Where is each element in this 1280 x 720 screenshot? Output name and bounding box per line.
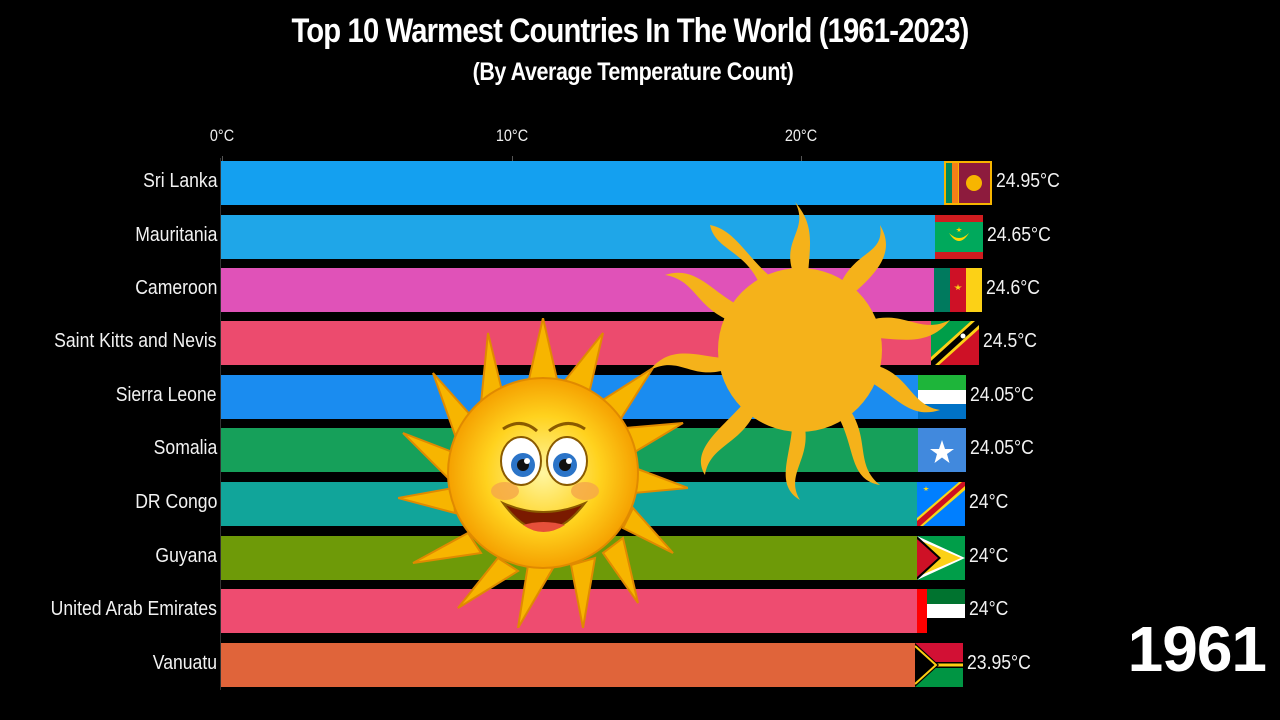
bar-row: Sierra Leone 24.05°C <box>0 375 1280 419</box>
bar-row: Somalia 24.05°C <box>0 428 1280 472</box>
country-label: United Arab Emirates <box>50 598 217 620</box>
sri-lanka-flag-icon <box>944 161 992 205</box>
chart-subtitle: (By Average Temperature Count) <box>472 58 794 86</box>
uae-flag-icon <box>917 589 965 633</box>
value-label: 24.6°C <box>986 277 1041 299</box>
value-label: 24.5°C <box>983 330 1038 352</box>
country-label: Cameroon <box>134 277 217 299</box>
value-label: 24.95°C <box>996 170 1060 192</box>
cameroon-flag-icon <box>934 268 982 312</box>
temperature-bar <box>221 321 931 365</box>
bar-row: Mauritania 24.65°C <box>0 215 1280 259</box>
value-label: 24.65°C <box>987 224 1051 246</box>
country-label: Guyana <box>155 545 217 567</box>
country-label: Saint Kitts and Nevis <box>54 330 217 352</box>
year-label: 1961 <box>1127 613 1267 685</box>
bar-row: Sri Lanka 24.95°C <box>0 161 1280 205</box>
value-label: 24.05°C <box>970 384 1034 406</box>
bar-row: Guyana 24°C <box>0 536 1280 580</box>
bar-row: Saint Kitts and Nevis 24.5°C <box>0 321 1280 365</box>
temperature-bar <box>221 268 934 312</box>
chart-title: Top 10 Warmest Countries In The World (1… <box>291 12 969 50</box>
vanuatu-flag-icon <box>915 643 963 687</box>
country-label: Sri Lanka <box>142 170 217 192</box>
value-label: 24°C <box>969 545 1009 567</box>
x-axis-tick-mark <box>512 156 513 162</box>
temperature-bar <box>221 643 915 687</box>
y-axis-line <box>220 158 221 690</box>
x-axis-tick-mark <box>222 156 223 162</box>
country-label: Vanuatu <box>152 652 217 674</box>
temperature-bar <box>221 215 935 259</box>
mauritania-flag-icon <box>935 215 983 259</box>
temperature-bar <box>221 375 918 419</box>
temperature-bar <box>221 589 917 633</box>
temperature-bar <box>221 428 918 472</box>
value-label: 24°C <box>969 598 1009 620</box>
country-label: Mauritania <box>134 224 217 246</box>
temperature-bar <box>221 161 944 205</box>
somalia-flag-icon <box>918 428 966 472</box>
temperature-bar <box>221 536 917 580</box>
value-label: 23.95°C <box>967 652 1031 674</box>
dr-congo-flag-icon <box>917 482 965 526</box>
bar-row: United Arab Emirates 24°C <box>0 589 1280 633</box>
x-axis-tick-label: 20°C <box>784 126 818 145</box>
x-axis-tick-label: 10°C <box>495 126 529 145</box>
saint-kitts-flag-icon <box>931 321 979 365</box>
sierra-leone-flag-icon <box>918 375 966 419</box>
x-axis-tick-mark <box>801 156 802 162</box>
value-label: 24°C <box>969 491 1009 513</box>
bar-row: DR Congo 24°C <box>0 482 1280 526</box>
country-label: Sierra Leone <box>116 384 217 406</box>
x-axis-tick-label: 0°C <box>209 126 235 145</box>
bar-row: Cameroon 24.6°C <box>0 268 1280 312</box>
bar-row: Vanuatu 23.95°C <box>0 643 1280 687</box>
value-label: 24.05°C <box>970 437 1034 459</box>
country-label: Somalia <box>153 437 217 459</box>
country-label: DR Congo <box>134 491 217 513</box>
guyana-flag-icon <box>917 536 965 580</box>
temperature-bar <box>221 482 917 526</box>
